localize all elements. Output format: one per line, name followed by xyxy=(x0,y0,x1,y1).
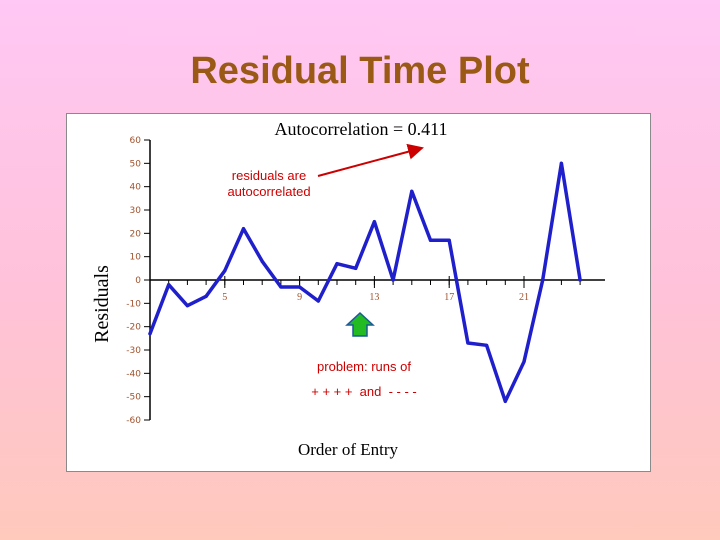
residual-point xyxy=(204,294,208,298)
residual-point xyxy=(335,262,339,266)
residual-point xyxy=(185,304,189,308)
residual-point xyxy=(298,285,302,289)
residual-point xyxy=(354,266,358,270)
red-arrow-icon xyxy=(317,143,424,177)
y-tick-label: -30 xyxy=(126,346,141,356)
y-tick-label: 40 xyxy=(130,183,142,193)
up-arrow-icon xyxy=(345,311,375,337)
residual-point xyxy=(391,278,395,282)
axes: 60 50 40 30 20 10 0 -10 -20 -30 -40 -50 -60 5 9 13 17 21 xyxy=(126,136,605,426)
y-tick-label: 0 xyxy=(135,276,141,286)
x-tick-label: 21 xyxy=(519,292,529,303)
x-tick-label: 5 xyxy=(222,292,227,303)
y-tick-label: -20 xyxy=(126,323,141,333)
residual-point xyxy=(372,220,376,224)
residual-point xyxy=(428,238,433,242)
residual-point xyxy=(279,285,283,289)
series-layer xyxy=(148,161,582,404)
y-tick-label: 10 xyxy=(130,253,142,263)
autocorr-note-line2: autocorrelated xyxy=(227,184,310,199)
y-tick-label: -10 xyxy=(126,299,141,309)
residual-point xyxy=(541,278,545,282)
slide-title: Residual Time Plot xyxy=(190,50,530,92)
residual-series-line xyxy=(148,161,582,404)
residual-point xyxy=(148,332,152,336)
residual-point xyxy=(223,269,227,273)
residual-chart: Autocorrelation = 0.411 Residuals Order … xyxy=(91,119,605,459)
residual-point xyxy=(485,343,489,347)
y-axis-label: Residuals xyxy=(91,265,113,343)
residual-point xyxy=(241,227,246,231)
residual-point xyxy=(466,341,470,345)
runs-note-line1: problem: runs of xyxy=(317,359,411,374)
residual-point xyxy=(578,278,582,282)
runs-note-line2: + + + + and - - - - xyxy=(311,384,417,399)
y-tick-label: -50 xyxy=(126,393,141,403)
y-tick-label: -40 xyxy=(126,369,141,379)
residual-point xyxy=(559,161,563,165)
plot-frame: Autocorrelation = 0.411 Residuals Order … xyxy=(66,113,651,472)
x-tick-label: 13 xyxy=(369,292,379,303)
y-tick-label: 20 xyxy=(130,229,142,239)
residual-point xyxy=(260,259,264,263)
y-tick-label: -60 xyxy=(126,416,141,426)
y-tick-label: 60 xyxy=(130,136,142,146)
residual-point xyxy=(447,238,451,242)
y-tick-label: 30 xyxy=(130,206,142,216)
y-tick-label: 50 xyxy=(130,159,142,169)
x-tick-label: 17 xyxy=(444,292,454,303)
autocorr-note-line1: residuals are xyxy=(232,168,306,183)
residual-point xyxy=(410,189,414,193)
chart-title: Autocorrelation = 0.411 xyxy=(275,119,448,139)
residual-point xyxy=(522,360,526,364)
residual-point xyxy=(316,299,320,303)
x-axis-label: Order of Entry xyxy=(298,440,399,459)
x-tick-label: 9 xyxy=(297,292,302,303)
residual-point xyxy=(503,399,507,403)
residual-point xyxy=(167,283,171,287)
